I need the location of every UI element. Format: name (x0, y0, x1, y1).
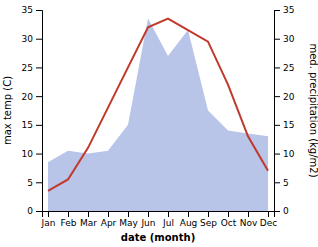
y-axis-title: max temp (C) (2, 76, 13, 145)
tick-label: 0 (27, 206, 33, 216)
tick-label: 35 (283, 5, 294, 15)
tick: 10 (274, 149, 295, 159)
tick-label: 10 (283, 149, 295, 159)
tick-mark (208, 211, 209, 217)
tick-label: 15 (283, 120, 294, 130)
y2-axis: 0 5 10 15 20 25 30 35 (274, 5, 295, 216)
tick: 25 (22, 63, 42, 73)
tick-label: 35 (22, 5, 33, 15)
tick-mark (274, 96, 280, 97)
tick-mark (274, 154, 280, 155)
tick-label: Dec (260, 218, 277, 228)
tick: Apr (101, 211, 117, 228)
tick-label: 5 (283, 178, 289, 188)
tick-label: 15 (22, 120, 33, 130)
tick-mark (268, 211, 269, 217)
tick: Nov (240, 211, 258, 228)
tick-mark (274, 182, 280, 183)
tick-label: May (119, 218, 138, 228)
axis-line (36, 11, 43, 212)
tick: 30 (274, 34, 295, 44)
tick-label: 5 (27, 178, 33, 188)
tick-label: Jan (41, 218, 56, 228)
tick: 15 (22, 120, 42, 130)
tick-label: Sep (200, 218, 217, 228)
axis-line (275, 11, 281, 212)
tick: 30 (22, 34, 42, 44)
tick-label: Mar (80, 218, 97, 228)
tick-label: Oct (221, 218, 237, 228)
tick: Aug (180, 211, 198, 228)
tick: 0 (274, 206, 289, 216)
tick-mark (36, 67, 42, 68)
tick: Dec (260, 211, 277, 228)
tick: 0 (27, 206, 42, 216)
tick-label: Jul (162, 218, 174, 228)
tick-label: Aug (180, 218, 198, 228)
tick-label: Nov (240, 218, 258, 228)
tick-label: 0 (283, 206, 289, 216)
tick-label: Apr (101, 218, 117, 228)
y-axis: 0 5 10 15 20 25 30 35 (22, 5, 43, 216)
temperature-line (48, 19, 268, 191)
tick-mark (148, 211, 149, 217)
tick: 20 (274, 92, 295, 102)
tick-mark (274, 211, 280, 212)
precipitation-area (48, 19, 268, 211)
tick-label: 20 (283, 92, 295, 102)
tick-label: 30 (22, 34, 34, 44)
tick-label: Jun (140, 218, 155, 228)
tick-mark (48, 211, 49, 217)
tick: 35 (22, 5, 42, 15)
tick-mark (248, 211, 249, 217)
tick-mark (36, 154, 42, 155)
tick-mark (108, 211, 109, 217)
tick-mark (274, 67, 280, 68)
tick-mark (274, 10, 280, 11)
tick-label: 20 (22, 92, 34, 102)
tick: 25 (274, 63, 294, 73)
marks (48, 19, 268, 211)
tick-mark (188, 211, 189, 217)
tick: 20 (22, 92, 42, 102)
x-axis: Jan FebMar AprMayJun Jul AugSep OctNovDec (41, 211, 278, 228)
tick: 35 (274, 5, 294, 15)
tick-mark (168, 211, 169, 217)
chart: Jan FebMar AprMayJun Jul AugSep OctNovDec 0 5 10… (0, 0, 318, 247)
tick-mark (274, 125, 280, 126)
tick: Sep (200, 211, 217, 228)
tick: Feb (61, 211, 77, 228)
tick-mark (228, 211, 229, 217)
tick-label: 25 (283, 63, 294, 73)
tick-mark (36, 125, 42, 126)
tick-label: Feb (61, 218, 77, 228)
tick: 5 (27, 178, 42, 188)
tick: 10 (22, 149, 42, 159)
tick-mark (274, 39, 280, 40)
tick-mark (68, 211, 69, 217)
tick: 15 (274, 120, 294, 130)
tick: Jun (140, 211, 155, 228)
tick-mark (36, 10, 42, 11)
tick: Mar (80, 211, 97, 228)
tick-label: 30 (283, 34, 295, 44)
axis-line (43, 212, 275, 218)
tick: May (119, 211, 138, 228)
tick-label: 10 (22, 149, 34, 159)
tick: Oct (221, 211, 237, 228)
plot: Jan FebMar AprMayJun Jul AugSep OctNovDec 0 5 10… (22, 5, 295, 228)
tick: 5 (274, 178, 289, 188)
tick-mark (88, 211, 89, 217)
tick-mark (36, 39, 42, 40)
tick: Jan (41, 211, 56, 228)
tick-mark (36, 182, 42, 183)
tick-mark (128, 211, 129, 217)
tick: Jul (162, 211, 174, 228)
y2-axis-title: med. precipitation (kg/m2) (308, 43, 318, 177)
tick-mark (36, 211, 42, 212)
tick-mark (36, 96, 42, 97)
x-axis-title: date (month) (121, 232, 195, 243)
tick-label: 25 (22, 63, 33, 73)
